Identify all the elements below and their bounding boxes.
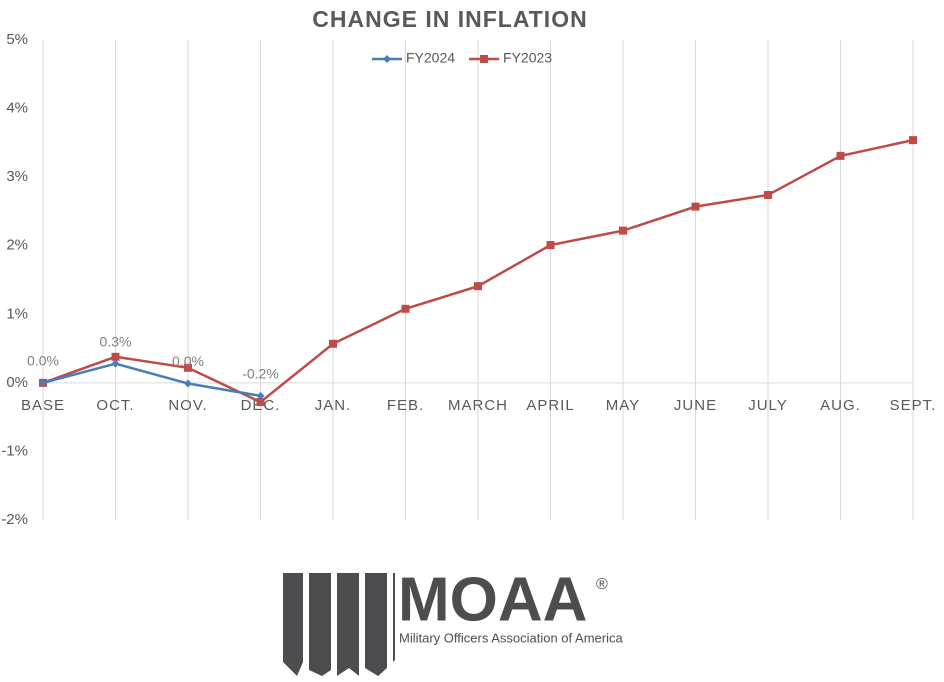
logo: MOAA ® Military Officers Association of …	[283, 565, 623, 676]
marker	[111, 352, 120, 361]
x-tick-label: SEPT.	[890, 397, 937, 414]
marker	[546, 241, 555, 250]
data-label: 0.0%	[27, 353, 59, 369]
legend-label: FY2024	[406, 50, 455, 66]
series: 0.0% 0.3% 0.0% -0.2%	[27, 333, 279, 400]
marker	[836, 151, 845, 160]
logo-bar	[393, 573, 395, 662]
x-tick-label: AUG.	[820, 397, 861, 414]
logo-mark: ®	[596, 576, 608, 593]
y-tick-label: 5%	[6, 31, 28, 48]
marker	[256, 391, 265, 400]
marker	[909, 136, 917, 145]
series-line	[42, 362, 261, 398]
y-tick-label: 3%	[6, 168, 28, 185]
y-tick-label: 4%	[6, 100, 28, 117]
x-tick-label: MARCH	[448, 397, 508, 414]
y-tick-label: -1%	[1, 442, 28, 459]
logo-bar	[283, 573, 303, 676]
marker	[474, 282, 482, 291]
x-tick-label: JAN.	[315, 397, 352, 414]
series	[39, 136, 917, 407]
marker	[256, 398, 265, 407]
marker	[184, 379, 192, 388]
chart-title: CHANGE IN INFLATION	[312, 6, 587, 32]
logo-bar	[309, 573, 331, 676]
marker	[691, 202, 700, 211]
y-tick-label: 2%	[6, 237, 28, 254]
logo-name: MOAA	[398, 565, 587, 634]
logo-tagline: Military Officers Association of America	[399, 630, 623, 645]
x-tick-label: APRIL	[526, 397, 574, 414]
marker	[184, 363, 192, 372]
y-tick-label: 1%	[6, 305, 28, 322]
x-tick-label: JUNE	[674, 397, 717, 414]
legend-label: FY2023	[503, 50, 552, 66]
data-label: 0.0%	[172, 353, 204, 369]
marker	[383, 55, 391, 63]
marker	[764, 190, 772, 199]
x-tick-label: MAY	[606, 397, 640, 414]
y-tick-label: -2%	[1, 511, 28, 528]
y-tick-label: 0%	[6, 374, 28, 391]
marker	[401, 304, 410, 313]
x-tick-label: BASE	[21, 397, 65, 414]
x-tick-label: OCT.	[96, 397, 134, 414]
x-tick-label: JULY	[748, 397, 788, 414]
marker	[39, 378, 47, 387]
x-tick-label: FEB.	[387, 397, 424, 414]
marker	[111, 359, 120, 368]
data-label: 0.3%	[100, 333, 132, 349]
logo-bar	[365, 573, 387, 676]
logo-bar	[337, 573, 359, 676]
x-tick-label: NOV.	[168, 397, 207, 414]
marker	[480, 55, 489, 63]
data-label: -0.2%	[242, 366, 279, 382]
marker	[619, 226, 627, 235]
marker	[329, 339, 337, 348]
